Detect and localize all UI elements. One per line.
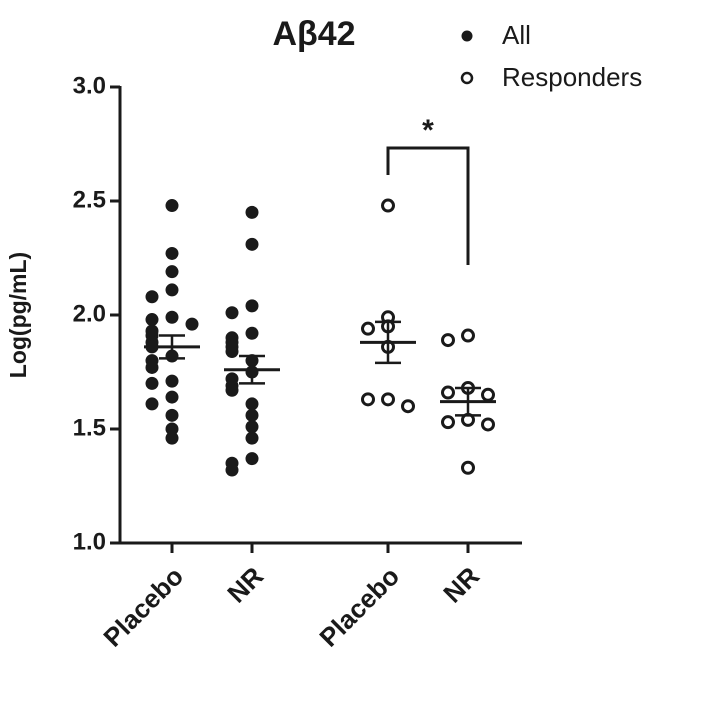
data-point xyxy=(401,399,415,414)
data-point xyxy=(145,397,159,411)
x-tick-label: Placebo xyxy=(97,561,189,653)
x-tick-label: NR xyxy=(221,561,269,609)
y-tick-label: 2.5 xyxy=(73,186,106,213)
data-point xyxy=(441,333,455,348)
error-bar xyxy=(159,334,185,360)
y-axis-label: Log(pg/mL) xyxy=(5,252,31,378)
data-point xyxy=(165,390,179,404)
data-point xyxy=(145,360,159,374)
data-point xyxy=(245,408,259,422)
data-point xyxy=(245,326,259,340)
data-point xyxy=(225,306,239,320)
chart-title: Aβ42 xyxy=(272,15,355,53)
error-bar xyxy=(375,320,401,365)
data-point xyxy=(145,290,159,304)
data-point xyxy=(165,374,179,388)
data-point xyxy=(461,328,475,343)
error-bar xyxy=(239,354,265,385)
data-point xyxy=(381,198,395,213)
data-point xyxy=(165,408,179,422)
data-point xyxy=(225,383,239,397)
y-tick-label: 2.0 xyxy=(73,300,106,327)
data-point xyxy=(441,385,455,400)
legend-label: Responders xyxy=(502,62,642,92)
data-point xyxy=(245,205,259,219)
data-point xyxy=(165,265,179,279)
significance-bracket xyxy=(386,146,470,265)
data-point xyxy=(145,313,159,327)
data-point xyxy=(481,417,495,432)
data-point xyxy=(245,452,259,466)
error-bar xyxy=(455,386,481,417)
data-point xyxy=(145,376,159,390)
data-point xyxy=(245,237,259,251)
data-point xyxy=(165,310,179,324)
data-point xyxy=(361,392,375,407)
data-point xyxy=(381,392,395,407)
data-point xyxy=(245,431,259,445)
y-tick-label: 3.0 xyxy=(73,72,106,99)
legend-marker xyxy=(460,71,474,85)
data-point xyxy=(165,246,179,260)
y-tick-label: 1.5 xyxy=(73,414,106,441)
data-point xyxy=(245,299,259,313)
data-point xyxy=(481,387,495,402)
legend-label: All xyxy=(502,20,531,50)
data-point xyxy=(165,199,179,213)
legend-marker xyxy=(461,30,473,42)
data-point xyxy=(361,321,375,336)
data-point xyxy=(165,431,179,445)
data-point xyxy=(185,317,199,331)
data-point xyxy=(165,283,179,297)
data-point xyxy=(165,422,179,436)
x-tick-label: NR xyxy=(437,561,485,609)
y-tick-label: 1.0 xyxy=(73,528,106,555)
x-tick-label: Placebo xyxy=(313,561,405,653)
data-point xyxy=(225,344,239,358)
data-point xyxy=(225,463,239,477)
data-point xyxy=(245,420,259,434)
data-point xyxy=(461,460,475,475)
data-point xyxy=(245,397,259,411)
significance-label: * xyxy=(422,114,434,147)
data-point xyxy=(441,415,455,430)
